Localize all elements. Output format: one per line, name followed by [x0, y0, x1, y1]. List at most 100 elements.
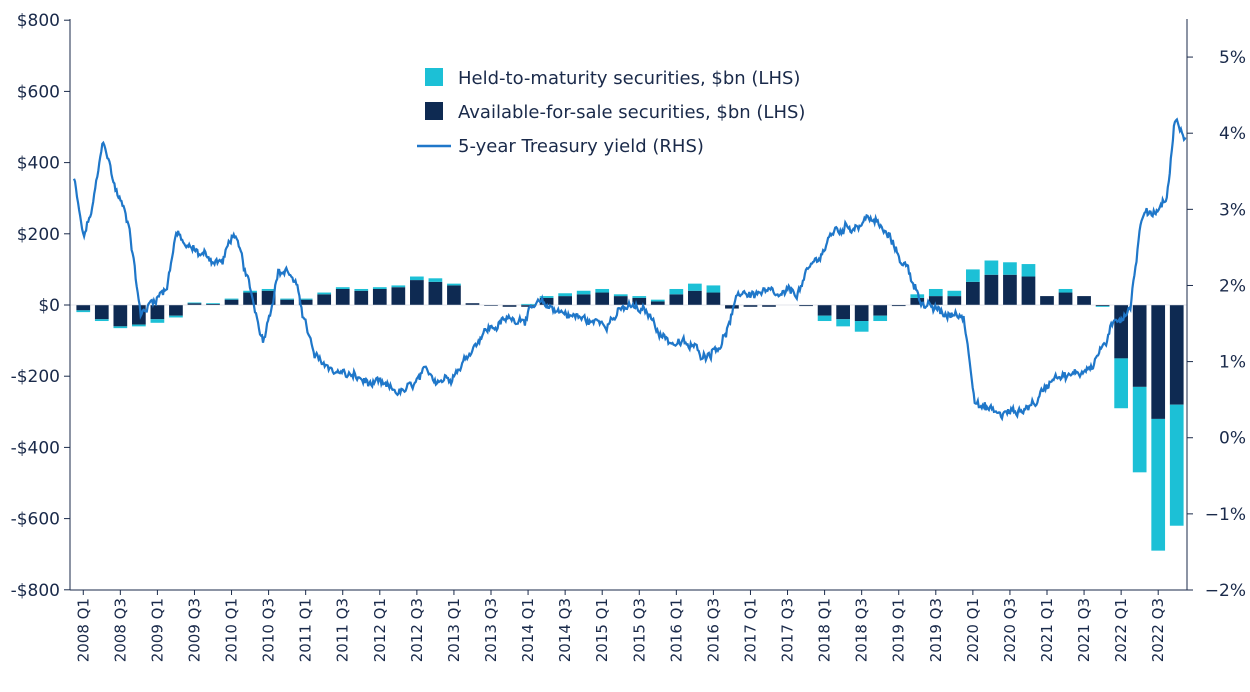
x-tick-label: 2016 Q1: [667, 598, 685, 662]
bar-afs: [465, 303, 480, 305]
bar-htm: [1114, 358, 1128, 409]
bar-afs: [206, 303, 220, 305]
legend-label-htm: Held-to-maturity securities, $bn (LHS): [458, 68, 800, 89]
bar-afs: [558, 296, 572, 305]
bar-afs: [632, 297, 647, 305]
x-tick-label: 2021 Q1: [1038, 598, 1056, 662]
bar-htm: [1058, 288, 1073, 293]
x-tick-label: 2018 Q3: [853, 598, 871, 662]
right-tick-label: 0%: [1219, 429, 1246, 449]
bar-afs: [521, 305, 535, 307]
bar-htm: [966, 269, 980, 282]
right-tick-label: 3%: [1219, 200, 1246, 220]
bar-afs: [873, 305, 888, 316]
x-tick-label: 2013 Q3: [482, 598, 500, 662]
right-tick-label: −1%: [1205, 505, 1246, 525]
x-tick-label: 2019 Q1: [890, 598, 908, 662]
x-tick-label: 2009 Q1: [148, 598, 166, 662]
bar-afs: [650, 301, 665, 305]
bar-htm: [1169, 404, 1184, 526]
bar-afs: [1058, 292, 1073, 305]
bar-afs: [1021, 276, 1036, 305]
bar-htm: [113, 326, 128, 329]
chart-legend: Held-to-maturity securities, $bn (LHS) Av…: [417, 68, 805, 157]
x-tick-label: 2014 Q1: [519, 598, 537, 662]
bar-afs: [576, 294, 591, 305]
bar-afs: [169, 305, 183, 316]
bar-afs: [836, 305, 850, 320]
bar-afs: [725, 305, 739, 309]
bar-htm: [132, 324, 146, 327]
bar-afs: [354, 290, 369, 305]
bar-afs: [1132, 305, 1147, 387]
bar-htm: [410, 276, 424, 281]
left-tick-label: -$400: [11, 438, 60, 458]
x-tick-label: 2020 Q1: [964, 598, 982, 662]
bar-htm: [428, 278, 443, 282]
x-tick-label: 2016 Q3: [704, 598, 722, 662]
bar-htm: [817, 315, 832, 322]
right-axis-ticks: 5% 4% 3% 2% 1% 0% −1% −2%: [1187, 48, 1246, 601]
bar-htm: [206, 303, 220, 305]
bar-htm: [947, 290, 962, 297]
x-tick-label: 2011 Q1: [297, 598, 315, 662]
left-axis-ticks: $800 $600 $400 $200 $0 -$200 -$400 -$600 -$800: [11, 11, 70, 601]
left-tick-label: -$600: [11, 510, 60, 530]
bar-htm: [76, 310, 91, 313]
bar-afs: [94, 305, 109, 320]
bar-afs: [799, 305, 813, 307]
bar-afs: [261, 290, 276, 305]
bar-htm: [317, 292, 332, 295]
bar-afs: [298, 299, 313, 305]
legend-swatch-afs: [425, 102, 443, 120]
bar-afs: [1003, 274, 1017, 305]
x-tick-label: 2015 Q1: [593, 598, 611, 662]
bar-afs: [854, 305, 869, 322]
bar-afs: [243, 292, 257, 305]
bar-afs: [502, 305, 517, 307]
bar-afs: [762, 305, 776, 307]
x-tick-label: 2017 Q3: [779, 598, 797, 662]
bar-afs: [1077, 296, 1091, 305]
bar-htm: [187, 302, 202, 304]
bar-htm: [1151, 418, 1166, 551]
bar-afs: [113, 305, 128, 327]
yield-line-5-year-treasury: [72, 117, 1187, 422]
legend-swatch-htm: [425, 68, 443, 86]
x-tick-label: 2018 Q1: [816, 598, 834, 662]
x-tick-label: 2021 Q3: [1075, 598, 1093, 662]
bar-htm: [854, 321, 869, 332]
left-tick-label: -$800: [11, 581, 60, 601]
bar-afs: [947, 296, 962, 305]
left-tick-label: $400: [17, 154, 60, 174]
bar-htm: [354, 288, 369, 291]
x-tick-label: 2012 Q1: [371, 598, 389, 662]
x-tick-label: 2008 Q3: [111, 598, 129, 662]
bar-afs: [595, 292, 610, 305]
bar-afs: [669, 294, 684, 305]
bar-htm: [576, 290, 591, 295]
bar-htm: [372, 287, 387, 289]
x-tick-label: 2008 Q1: [74, 598, 92, 662]
bar-afs: [447, 285, 461, 305]
right-tick-label: −2%: [1205, 581, 1246, 601]
bar-htm: [688, 283, 702, 291]
bar-afs: [150, 305, 165, 320]
left-tick-label: $200: [17, 225, 60, 245]
x-tick-label: 2022 Q3: [1149, 598, 1167, 662]
bar-htm: [669, 288, 684, 295]
bar-htm: [391, 285, 406, 288]
bar-htm: [632, 296, 647, 298]
left-tick-label: $600: [17, 82, 60, 102]
x-tick-label: 2019 Q3: [927, 598, 945, 662]
x-tick-label: 2014 Q3: [556, 598, 574, 662]
bar-htm: [539, 296, 554, 298]
bar-afs: [743, 305, 758, 307]
bar-htm: [1003, 262, 1017, 275]
bar-htm: [984, 260, 999, 275]
bar-htm: [836, 319, 850, 327]
left-tick-label: $800: [17, 11, 60, 31]
bar-htm: [150, 319, 165, 323]
right-tick-label: 2%: [1219, 276, 1246, 296]
